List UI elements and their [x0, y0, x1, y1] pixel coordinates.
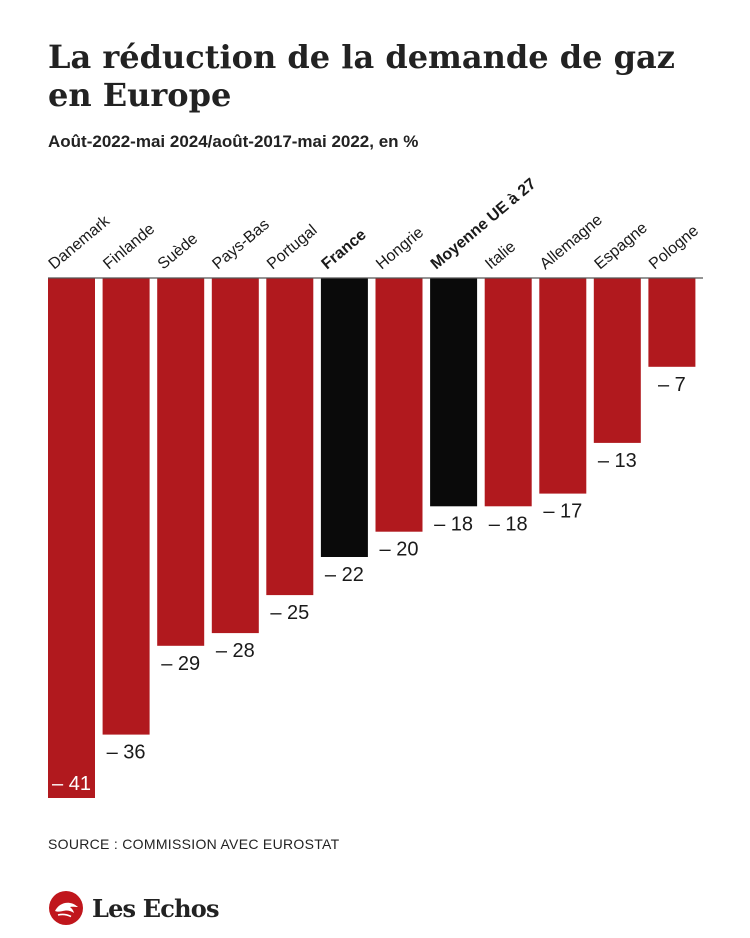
bar-italie [484, 278, 532, 507]
value-label-italie: – 18 [489, 513, 528, 535]
category-label-pays-bas: Pays-Bas [209, 216, 272, 273]
value-label-moyenne-ue-a-27: – 18 [434, 513, 473, 535]
value-label-hongrie: – 20 [380, 539, 419, 561]
category-label-portugal: Portugal [264, 222, 321, 273]
bar-pologne [648, 278, 696, 367]
chart-subtitle: Août-2022-mai 2024/août-2017-mai 2022, e… [48, 132, 419, 151]
category-label-italie: Italie [482, 238, 519, 273]
category-label-france: France [319, 226, 370, 273]
brand-logo: Les Echos [48, 888, 219, 928]
category-label-pologne: Pologne [646, 222, 702, 273]
bar-portugal [266, 278, 314, 596]
bar-france [320, 278, 368, 557]
bar-danemark [48, 278, 95, 798]
value-label-espagne: – 13 [598, 450, 637, 472]
value-label-portugal: – 25 [270, 602, 309, 624]
value-label-allemagne: – 17 [543, 501, 582, 523]
bar-espagne [593, 278, 641, 443]
value-label-suede: – 29 [161, 653, 200, 675]
les-echos-logo-icon [49, 891, 83, 925]
bar-moyenne-ue-a-27 [430, 278, 478, 507]
value-label-danemark: – 41 [52, 773, 91, 795]
source-note: SOURCE : COMMISSION AVEC EUROSTAT [48, 836, 340, 852]
value-label-pays-bas: – 28 [216, 640, 255, 662]
chart-title: La réduction de la demande de gaz en Eur… [48, 38, 675, 114]
category-label-hongrie: Hongrie [373, 224, 427, 273]
bar-suede [157, 278, 205, 646]
bar-pays-bas [211, 278, 259, 634]
bar-allemagne [539, 278, 587, 494]
bar-finlande [102, 278, 150, 735]
brand-name: Les Echos [92, 893, 219, 923]
value-label-france: – 22 [325, 564, 364, 586]
category-label-suede: Suède [155, 230, 201, 273]
value-label-finlande: – 36 [107, 742, 146, 764]
bar-hongrie [375, 278, 423, 532]
value-label-pologne: – 7 [658, 374, 686, 396]
